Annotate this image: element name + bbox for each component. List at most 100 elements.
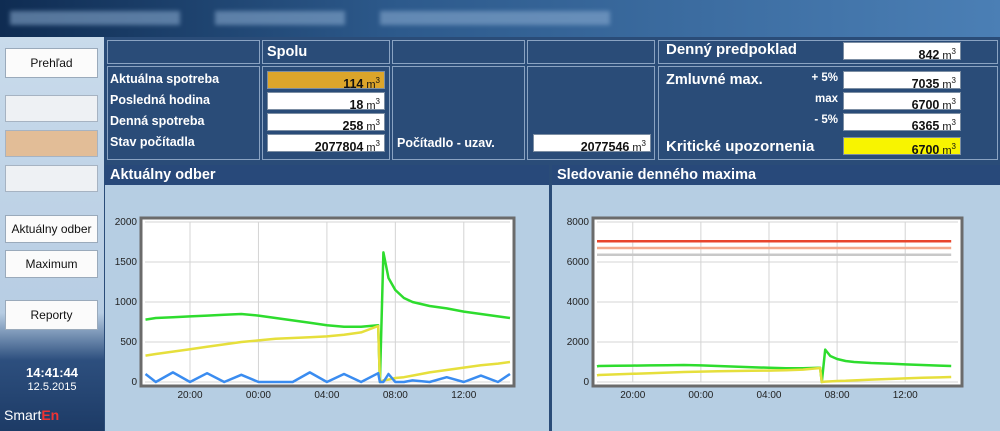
value: 2077804 (314, 140, 364, 155)
logo-accent: En (41, 407, 60, 423)
unit: m (632, 142, 642, 155)
unit: m (366, 121, 376, 134)
value-cell (262, 66, 390, 160)
unit-exp: 3 (641, 139, 646, 148)
nav-button[interactable]: Reporty (5, 300, 98, 330)
value-cell (527, 66, 655, 160)
value-box: 2077804 m3 (267, 134, 385, 155)
x-tick-label: 08:00 (383, 390, 408, 401)
y-tick-label: 2000 (567, 337, 590, 348)
contract-cell (658, 66, 998, 160)
value-box: 2077546 m3 (533, 134, 651, 155)
nav-button[interactable] (5, 165, 98, 192)
forecast-label: Denný predpoklad (666, 41, 797, 58)
blurred-text (215, 11, 345, 25)
x-tick-label: 00:00 (688, 390, 713, 401)
nav-button[interactable]: Aktuálny odber (5, 215, 98, 243)
row-label: Aktuálna spotreba (110, 72, 220, 86)
blurred-text (380, 11, 610, 25)
value: 258 (342, 119, 364, 134)
y-tick-label: 6000 (567, 257, 590, 268)
unit-exp: 3 (951, 76, 956, 85)
y-tick-label: 1500 (115, 257, 138, 268)
row-label: - 5% (814, 114, 838, 126)
value-box: 6700 m3 (843, 92, 961, 113)
unit: m (366, 79, 376, 92)
value: 842 (918, 48, 940, 63)
y-tick-label: 4000 (567, 297, 590, 308)
forecast-cell (658, 40, 998, 64)
row-label: + 5% (811, 72, 838, 84)
unit-exp: 3 (951, 118, 956, 127)
header-cell (107, 40, 260, 64)
series-line (596, 348, 952, 384)
row-label: Stav počítadla (110, 135, 195, 149)
value: 6700 (911, 143, 940, 158)
unit: m (942, 121, 952, 134)
x-tick-label: 20:00 (620, 390, 645, 401)
value-box: 258 m3 (267, 113, 385, 134)
row-label: Posledná hodina (110, 93, 211, 107)
unit: m (366, 142, 376, 155)
series-line (145, 324, 511, 384)
x-tick-label: 12:00 (451, 390, 476, 401)
value-box: 6365 m3 (843, 113, 961, 134)
x-tick-label: 20:00 (177, 390, 202, 401)
unit: m (942, 50, 952, 63)
value: 114 (343, 77, 364, 92)
row-label: Počítadlo - uzav. (397, 136, 495, 150)
unit: m (942, 100, 952, 113)
chart: 0 500 1000 1500 2000 20:00 00:00 04:00 08:00 12:0… (115, 216, 516, 401)
y-tick-label: 8000 (567, 217, 590, 228)
value: 7035 (911, 77, 940, 92)
sidebar: Prehľad Aktuálny odber Maximum Reporty 1… (0, 37, 104, 431)
y-tick-label: 1000 (115, 297, 138, 308)
unit-exp: 3 (375, 97, 380, 106)
logo: SmartEn (4, 407, 59, 423)
logo-text: Smart (4, 407, 42, 423)
unit-exp: 3 (375, 76, 380, 85)
x-tick-label: 00:00 (246, 390, 271, 401)
header-cell (527, 40, 655, 64)
x-tick-label: 04:00 (756, 390, 781, 401)
y-tick-label: 500 (120, 337, 137, 348)
unit-exp: 3 (375, 118, 380, 127)
value: 6700 (911, 98, 940, 113)
unit-exp: 3 (951, 97, 956, 106)
x-tick-label: 12:00 (893, 390, 918, 401)
y-tick-label: 0 (583, 377, 589, 388)
series-line (596, 366, 952, 384)
series-line (145, 251, 511, 384)
clock-time: 14:41:44 (25, 365, 79, 380)
value-box: 842 m3 (843, 42, 961, 63)
banner (0, 0, 1000, 37)
header-cell (392, 40, 525, 64)
chart: 0 2000 4000 6000 8000 20:00 00:00 04:00 08:00 12:… (567, 216, 964, 401)
unit: m (942, 79, 952, 92)
label-cell (107, 66, 260, 160)
nav-button[interactable] (5, 130, 98, 157)
value-cell (392, 66, 525, 160)
unit-exp: 3 (375, 139, 380, 148)
clock-date: 12.5.2015 (27, 381, 77, 393)
unit-exp: 3 (951, 47, 956, 56)
row-label: max (814, 93, 838, 105)
value: 6365 (911, 119, 940, 134)
value: 2077546 (580, 140, 630, 155)
nav-button[interactable] (5, 95, 98, 122)
contract-label: Zmluvné max. (666, 72, 763, 88)
chart-title: Aktuálny odber (105, 165, 549, 185)
value-box: 18 m3 (267, 92, 385, 112)
blurred-text (10, 11, 180, 25)
value-box: 7035 m3 (843, 71, 961, 92)
nav-button[interactable]: Prehľad (5, 48, 98, 78)
series-line (144, 371, 511, 384)
y-tick-label: 2000 (115, 217, 138, 228)
value-box: 114 m3 (267, 71, 385, 92)
unit-exp: 3 (951, 142, 956, 151)
value-box: 6700 m3 (843, 137, 961, 158)
x-tick-label: 08:00 (825, 390, 850, 401)
nav-button[interactable]: Maximum (5, 250, 98, 278)
critical-label: Kritické upozornenia (666, 138, 815, 155)
